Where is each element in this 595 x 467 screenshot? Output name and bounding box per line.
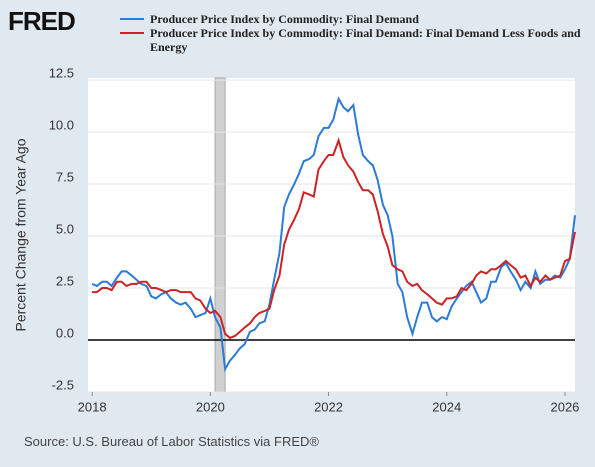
source-note: Source: U.S. Bureau of Labor Statistics … <box>24 434 319 449</box>
y-axis-label: Percent Change from Year Ago <box>13 138 29 331</box>
recession-shade <box>214 77 226 393</box>
legend-entry: Producer Price Index by Commodity: Final… <box>120 26 590 54</box>
y-tick-label: 7.5 <box>56 169 74 184</box>
x-tick-label: 2020 <box>196 399 225 414</box>
y-tick-label: 12.5 <box>49 66 74 81</box>
legend-swatch <box>120 18 144 20</box>
legend-swatch <box>120 32 144 34</box>
y-tick-label: 2.5 <box>56 273 74 288</box>
series-line <box>92 137 576 340</box>
x-tick-label: 2022 <box>314 399 343 414</box>
x-tick-label: 2018 <box>78 399 107 414</box>
legend-entry: Producer Price Index by Commodity: Final… <box>120 12 590 26</box>
legend: Producer Price Index by Commodity: Final… <box>120 12 590 54</box>
y-tick-label: -2.5 <box>52 377 74 392</box>
y-tick-label: 5.0 <box>56 221 74 236</box>
plot-area <box>88 78 575 392</box>
x-tick-label: 2026 <box>550 399 579 414</box>
logo: FRED <box>8 6 76 36</box>
x-tick-label: 2024 <box>432 399 461 414</box>
legend-label: Producer Price Index by Commodity: Final… <box>150 12 419 26</box>
y-tick-label: 0.0 <box>56 325 74 340</box>
y-tick-label: 10.0 <box>49 118 74 133</box>
series-line <box>91 96 576 373</box>
legend-label: Producer Price Index by Commodity: Final… <box>150 26 581 54</box>
